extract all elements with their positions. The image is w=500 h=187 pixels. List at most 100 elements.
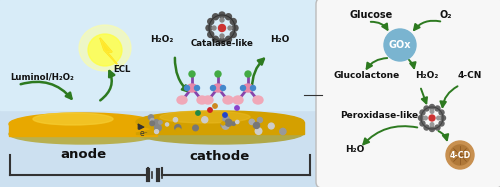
Text: Luminol/H₂O₂: Luminol/H₂O₂: [10, 72, 74, 81]
Circle shape: [268, 123, 274, 129]
Circle shape: [206, 25, 212, 31]
Circle shape: [154, 130, 158, 134]
Circle shape: [430, 105, 434, 110]
Circle shape: [420, 110, 425, 115]
Circle shape: [193, 125, 198, 131]
Circle shape: [255, 128, 262, 134]
Circle shape: [150, 119, 154, 122]
Circle shape: [235, 106, 239, 110]
Circle shape: [212, 36, 218, 42]
Circle shape: [430, 123, 434, 126]
Circle shape: [225, 119, 232, 126]
Circle shape: [424, 106, 429, 111]
Circle shape: [230, 31, 236, 38]
Text: ECL: ECL: [113, 65, 130, 74]
Circle shape: [202, 117, 208, 123]
Circle shape: [240, 85, 246, 91]
Circle shape: [420, 121, 425, 126]
Circle shape: [221, 123, 224, 127]
Circle shape: [219, 38, 225, 44]
Circle shape: [220, 34, 224, 38]
Ellipse shape: [79, 25, 131, 71]
Text: H₂O: H₂O: [345, 145, 364, 154]
Text: anode: anode: [60, 148, 106, 161]
Circle shape: [222, 122, 224, 125]
Ellipse shape: [9, 113, 157, 135]
Circle shape: [249, 119, 254, 125]
Circle shape: [435, 106, 440, 111]
Circle shape: [158, 121, 162, 124]
Circle shape: [258, 117, 262, 122]
Circle shape: [208, 19, 214, 24]
Circle shape: [223, 113, 227, 117]
Ellipse shape: [197, 96, 207, 104]
Circle shape: [189, 71, 195, 77]
Circle shape: [196, 111, 200, 115]
Circle shape: [232, 25, 238, 31]
Circle shape: [222, 122, 229, 129]
Bar: [136, 122, 304, 134]
Text: Catalase-like: Catalase-like: [190, 39, 254, 48]
Circle shape: [429, 115, 435, 121]
Circle shape: [208, 31, 214, 38]
Ellipse shape: [9, 124, 157, 144]
Circle shape: [250, 85, 256, 91]
Circle shape: [424, 125, 429, 130]
Ellipse shape: [233, 96, 243, 104]
Bar: [0, 0, 320, 110]
Text: Glucolactone: Glucolactone: [333, 71, 399, 80]
Circle shape: [430, 110, 434, 113]
Circle shape: [228, 26, 232, 30]
Circle shape: [424, 116, 428, 120]
Ellipse shape: [223, 96, 233, 104]
Circle shape: [210, 85, 216, 91]
Circle shape: [154, 124, 158, 128]
Text: H₂O₂: H₂O₂: [415, 71, 438, 80]
Text: H₂O₂: H₂O₂: [150, 35, 174, 44]
Circle shape: [223, 116, 229, 122]
Circle shape: [220, 18, 224, 22]
Ellipse shape: [253, 96, 263, 104]
Circle shape: [220, 85, 226, 91]
Circle shape: [150, 121, 154, 126]
Circle shape: [176, 128, 180, 133]
Circle shape: [418, 116, 424, 120]
Text: 4-CN: 4-CN: [458, 71, 482, 80]
Ellipse shape: [136, 111, 304, 133]
Circle shape: [213, 104, 217, 108]
Circle shape: [154, 125, 162, 131]
Circle shape: [254, 122, 260, 128]
Circle shape: [208, 108, 212, 112]
Circle shape: [439, 110, 444, 115]
Circle shape: [166, 123, 168, 126]
Polygon shape: [100, 38, 117, 64]
Text: 4-CD: 4-CD: [450, 151, 470, 160]
Circle shape: [384, 29, 416, 61]
Circle shape: [175, 125, 181, 131]
Circle shape: [446, 141, 474, 169]
Circle shape: [450, 145, 470, 165]
Circle shape: [430, 126, 434, 131]
Circle shape: [174, 118, 178, 122]
Polygon shape: [100, 38, 117, 64]
Circle shape: [440, 116, 446, 120]
Circle shape: [212, 26, 216, 30]
Text: e⁻: e⁻: [140, 129, 148, 138]
Circle shape: [232, 122, 235, 125]
Circle shape: [200, 128, 205, 134]
Circle shape: [230, 19, 236, 24]
Circle shape: [435, 125, 440, 130]
Ellipse shape: [243, 84, 253, 92]
Circle shape: [245, 71, 251, 77]
Ellipse shape: [187, 84, 197, 92]
Circle shape: [226, 14, 232, 20]
Bar: [9, 124, 157, 136]
Circle shape: [212, 14, 218, 20]
Ellipse shape: [136, 122, 304, 144]
Text: O₂: O₂: [440, 10, 452, 20]
Text: GOx: GOx: [389, 40, 411, 50]
Text: cathode: cathode: [190, 150, 250, 163]
Circle shape: [148, 115, 154, 120]
Circle shape: [219, 12, 225, 18]
Ellipse shape: [88, 34, 122, 66]
